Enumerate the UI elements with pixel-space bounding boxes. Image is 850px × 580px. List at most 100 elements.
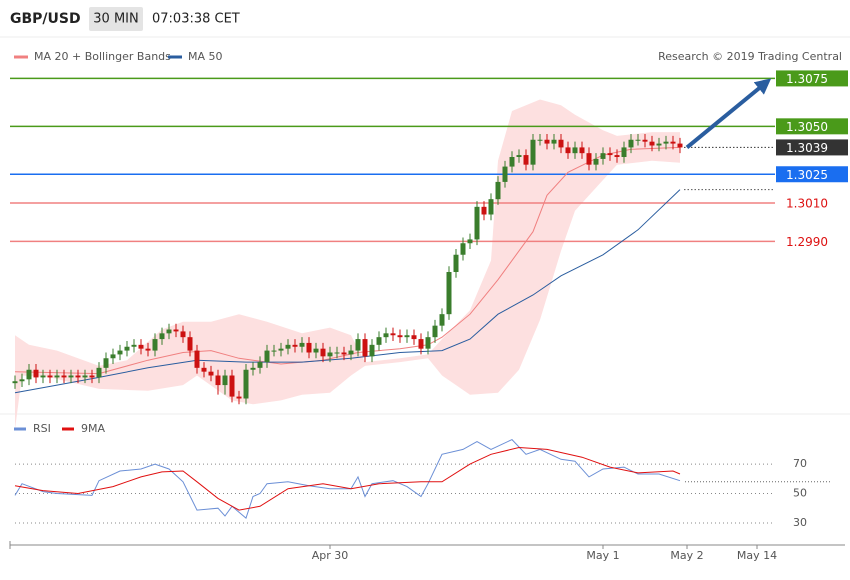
candle-body (607, 153, 613, 156)
candle-body (194, 350, 200, 368)
candle-body (131, 344, 137, 347)
candle-body (201, 367, 207, 372)
candle-body (635, 139, 641, 141)
candle-body (656, 143, 662, 146)
candle-body (558, 139, 564, 148)
symbol: GBP/USD (10, 11, 81, 27)
candle-body (523, 155, 529, 165)
x-tick-label: Apr 30 (312, 549, 349, 562)
candle-body (593, 158, 599, 165)
candle-body (495, 181, 501, 200)
candle-body (474, 206, 480, 240)
level-label-box (776, 166, 848, 183)
level-label-box (776, 70, 848, 87)
candle-body (26, 369, 32, 380)
level-label: 1.3039 (786, 141, 828, 155)
candle-body (320, 348, 326, 357)
candle-body (586, 153, 592, 165)
candle-body (96, 367, 102, 378)
candle-body (600, 153, 606, 159)
candle-body (152, 339, 158, 351)
candle-body (355, 339, 361, 351)
level-label-box (776, 118, 848, 135)
candle-body (68, 375, 74, 378)
candle-body (187, 337, 193, 351)
candle-body (467, 239, 473, 244)
candle-body (327, 352, 333, 357)
candle-body (502, 166, 508, 182)
candle-body (19, 379, 25, 382)
forecast-arrow (685, 78, 772, 149)
candle-body (579, 147, 585, 154)
candle-body (40, 375, 46, 378)
candle-body (397, 335, 403, 338)
candle-body (222, 375, 228, 386)
candle-body (33, 369, 39, 378)
candle-body (348, 350, 354, 355)
candle-body (481, 206, 487, 215)
candle-body (236, 396, 242, 399)
candle-body (292, 344, 298, 347)
clock: 07:03:38 CET (152, 12, 240, 27)
candle-body (460, 243, 466, 255)
candle-body (642, 139, 648, 142)
legend-label: MA 50 (188, 50, 223, 63)
candle-body (551, 139, 557, 144)
candle-body (628, 139, 634, 148)
level-label: 1.3075 (786, 72, 828, 86)
candle-body (614, 155, 620, 157)
candle-body (446, 272, 452, 315)
rsi-line (14, 438, 681, 519)
rsi-line (14, 446, 681, 511)
level-label: 1.3025 (786, 168, 828, 182)
candle-body (439, 314, 445, 326)
candle-body (404, 335, 410, 338)
candle-body (12, 381, 18, 384)
level-label: 1.2990 (786, 235, 828, 249)
candle-body (243, 369, 249, 399)
candle-body (341, 352, 347, 355)
candle-body (425, 337, 431, 349)
x-tick-label: May 2 (670, 549, 703, 562)
candle-body (159, 333, 165, 340)
candle-body (250, 367, 256, 370)
legend-label: 9MA (81, 422, 105, 435)
candle-body (82, 375, 88, 378)
candle-body (117, 350, 123, 355)
timeframe-box (89, 7, 143, 31)
level-label: 1.3050 (786, 120, 828, 134)
candle-body (47, 375, 53, 378)
candle-body (369, 344, 375, 357)
y-tick-label: 50 (793, 487, 807, 500)
credit: Research © 2019 Trading Central (658, 50, 842, 63)
candle-body (537, 139, 543, 141)
candle-body (565, 147, 571, 154)
candle-body (649, 141, 655, 146)
candle-body (89, 375, 95, 378)
candle-body (572, 147, 578, 154)
candle-body (313, 348, 319, 353)
candle-body (530, 139, 536, 165)
candle-body (488, 199, 494, 215)
legend-label: RSI (33, 422, 51, 435)
candle-body (432, 325, 438, 338)
candle-body (180, 331, 186, 338)
candle-body (663, 141, 669, 144)
candle-body (544, 139, 550, 144)
ma20-line (14, 146, 681, 375)
candle-body (516, 155, 522, 157)
candle-body (61, 375, 67, 378)
candle-body (306, 342, 312, 353)
candle-body (271, 350, 277, 352)
x-tick-label: May 14 (737, 549, 777, 562)
candle-body (166, 329, 172, 334)
y-tick-label: 70 (793, 457, 807, 470)
candle-body (103, 358, 109, 368)
candle-body (509, 157, 515, 167)
candle-body (285, 344, 291, 349)
candle-body (299, 342, 305, 347)
candle-body (110, 354, 116, 359)
candle-body (75, 375, 81, 378)
candle-body (411, 335, 417, 340)
y-tick-label: 30 (793, 516, 807, 529)
